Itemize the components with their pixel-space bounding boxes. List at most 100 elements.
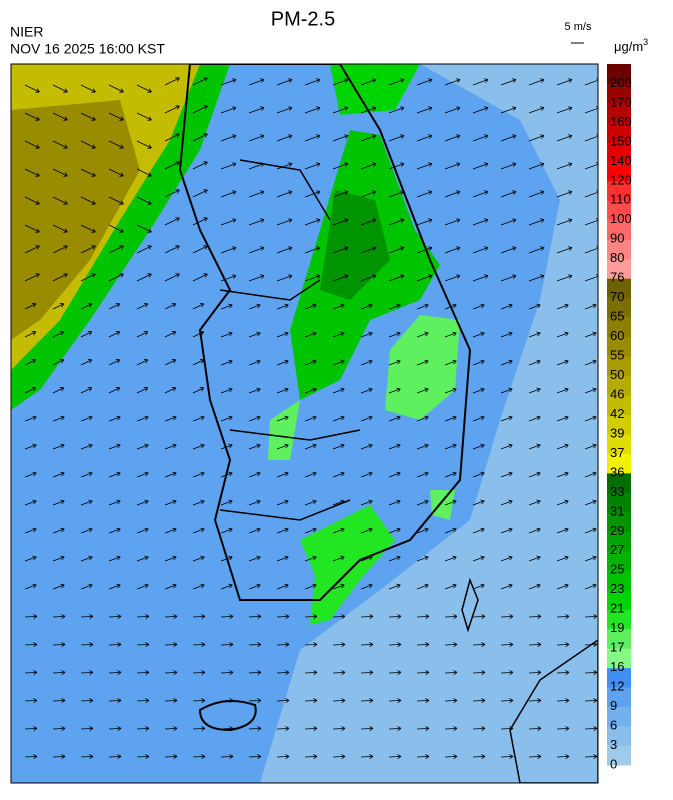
wind-arrow-head bbox=[199, 359, 205, 364]
wind-arrow-head bbox=[340, 415, 345, 421]
wind-arrow-head bbox=[60, 527, 65, 533]
wind-arrow bbox=[388, 672, 402, 674]
wind-arrow bbox=[444, 388, 457, 394]
wind-arrow bbox=[276, 700, 290, 702]
wind-arrow bbox=[416, 756, 430, 758]
wind-arrow-head bbox=[256, 359, 261, 365]
wind-arrow bbox=[80, 140, 96, 149]
wind-arrow-head bbox=[568, 190, 573, 195]
wind-arrow-head bbox=[257, 614, 262, 619]
wind-arrow bbox=[472, 584, 485, 590]
wind-arrow-head bbox=[400, 274, 405, 279]
wind-arrows bbox=[24, 77, 598, 759]
wind-arrow bbox=[444, 191, 461, 198]
wind-arrow bbox=[472, 79, 489, 86]
wind-arrow bbox=[444, 444, 457, 450]
wind-arrow bbox=[192, 77, 208, 86]
wind-arrow-head bbox=[508, 583, 513, 589]
wind-arrow-head bbox=[456, 162, 461, 167]
wind-arrow-head bbox=[63, 228, 68, 233]
wind-arrow-head bbox=[453, 726, 458, 731]
wind-arrow-head bbox=[201, 698, 206, 703]
colorbar-segment bbox=[607, 609, 631, 630]
wind-arrow bbox=[276, 388, 289, 394]
wind-arrow bbox=[24, 112, 40, 121]
wind-arrow bbox=[472, 135, 489, 142]
wind-arrow bbox=[500, 388, 513, 394]
wind-arrow-head bbox=[484, 190, 489, 195]
wind-arrow-head bbox=[564, 359, 569, 365]
wind-arrow bbox=[248, 163, 265, 170]
wind-arrow bbox=[248, 416, 261, 422]
wind-arrow-head bbox=[424, 555, 429, 561]
wind-arrow-head bbox=[199, 387, 205, 392]
wind-arrow bbox=[80, 303, 92, 310]
wind-arrow bbox=[360, 500, 373, 506]
wind-arrow bbox=[444, 416, 457, 422]
wind-arrow bbox=[360, 616, 374, 618]
wind-arrow bbox=[108, 303, 120, 310]
wind-arrow bbox=[80, 84, 96, 93]
wind-arrow bbox=[472, 388, 485, 394]
wind-arrow-head bbox=[232, 106, 237, 111]
wind-arrow-head bbox=[257, 670, 262, 675]
wind-arrow-head bbox=[59, 303, 65, 308]
wind-arrow-head bbox=[369, 726, 374, 731]
wind-arrow-head bbox=[228, 583, 233, 589]
wind-arrow-head bbox=[564, 303, 569, 309]
wind-arrow bbox=[304, 644, 318, 646]
map-frame bbox=[10, 63, 599, 784]
colorbar-label: 3 bbox=[610, 737, 617, 752]
wind-arrow-head bbox=[564, 583, 569, 589]
colorbar-segment bbox=[607, 589, 631, 610]
wind-arrow bbox=[388, 644, 402, 646]
wind-arrow-head bbox=[88, 555, 93, 561]
wind-arrow-head bbox=[285, 754, 290, 759]
wind-arrow-head bbox=[229, 754, 234, 759]
wind-arrow bbox=[164, 245, 180, 254]
wind-arrow bbox=[528, 556, 541, 562]
wind-arrow-head bbox=[284, 499, 289, 505]
wind-arrow-head bbox=[340, 499, 345, 505]
wind-arrow-head bbox=[400, 190, 405, 195]
wind-arrow bbox=[472, 700, 486, 702]
wind-arrow bbox=[444, 556, 457, 562]
wind-arrow bbox=[304, 756, 318, 758]
wind-arrow-head bbox=[228, 387, 233, 393]
wind-arrow bbox=[192, 500, 205, 506]
wind-arrow-head bbox=[260, 106, 265, 111]
wind-arrow bbox=[192, 303, 204, 310]
wind-arrow bbox=[136, 112, 152, 121]
wind-arrow-head bbox=[60, 443, 65, 449]
wind-arrow bbox=[388, 388, 401, 394]
colorbar-segment bbox=[607, 122, 631, 143]
wind-arrow bbox=[304, 500, 317, 506]
wind-arrow bbox=[24, 728, 38, 730]
wind-arrow-head bbox=[592, 415, 597, 421]
wind-arrow-head bbox=[456, 218, 461, 223]
wind-arrow bbox=[108, 359, 120, 366]
wind-arrow-head bbox=[372, 78, 377, 83]
wind-arrow-head bbox=[508, 443, 513, 449]
wind-arrow bbox=[528, 672, 542, 674]
wind-arrow-head bbox=[119, 88, 124, 93]
wind-arrow bbox=[276, 79, 293, 86]
unit-exponent: 3 bbox=[643, 37, 648, 47]
wind-arrow-head bbox=[175, 133, 180, 138]
wind-arrow-head bbox=[484, 134, 489, 139]
wind-arrow bbox=[472, 756, 486, 758]
wind-arrow-head bbox=[568, 218, 573, 223]
wind-arrow bbox=[108, 140, 124, 149]
wind-arrow-head bbox=[397, 698, 402, 703]
wind-arrow-head bbox=[456, 190, 461, 195]
wind-arrow bbox=[388, 304, 401, 310]
wind-arrow bbox=[52, 556, 65, 562]
wind-arrow bbox=[24, 224, 40, 233]
wind-arrow bbox=[164, 756, 178, 758]
colorbar-segment bbox=[607, 550, 631, 571]
wind-arrow bbox=[52, 444, 65, 450]
wind-arrow bbox=[220, 360, 233, 366]
wind-arrow-head bbox=[344, 162, 349, 167]
colorbar-segment bbox=[607, 375, 631, 396]
wind-arrow-head bbox=[172, 443, 177, 449]
